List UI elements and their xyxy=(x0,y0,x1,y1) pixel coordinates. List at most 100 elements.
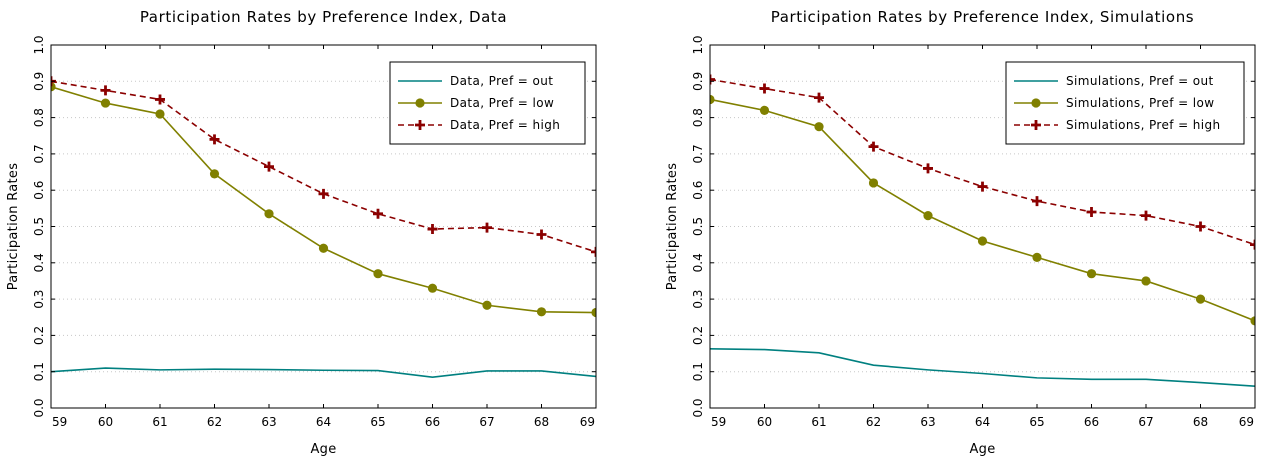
y-tick-label: 0.2 xyxy=(32,326,46,345)
legend-marker xyxy=(1031,120,1041,130)
data-point xyxy=(482,300,492,310)
data-point xyxy=(209,169,220,179)
data-point xyxy=(923,211,933,221)
data-point xyxy=(1141,210,1151,221)
data-point xyxy=(923,163,933,174)
data-point xyxy=(977,236,988,246)
series-line-1 xyxy=(710,348,1255,388)
data-point xyxy=(1141,276,1151,286)
data-point xyxy=(373,269,383,279)
data-point xyxy=(536,229,547,240)
data-point xyxy=(1086,269,1097,279)
y-tick-label: 0.6 xyxy=(691,181,705,200)
legend-label-1: Simulations, Pref = out xyxy=(1066,74,1214,88)
data-point xyxy=(710,94,715,105)
data-point xyxy=(209,134,220,145)
x-tick-label: 64 xyxy=(316,415,331,429)
x-tick-label: 65 xyxy=(370,415,385,429)
x-axis-label: Age xyxy=(969,442,995,457)
y-tick-label: 1.0 xyxy=(32,35,46,54)
x-tick-label: 61 xyxy=(811,415,826,429)
data-point xyxy=(1195,294,1206,304)
y-axis-label: Participation Rates xyxy=(665,163,680,291)
y-tick-label: 0.3 xyxy=(691,290,705,309)
x-tick-label: 64 xyxy=(975,415,990,429)
x-tick-label: 60 xyxy=(98,415,113,429)
x-tick-label: 62 xyxy=(866,415,881,429)
legend-marker xyxy=(1031,98,1041,108)
data-point xyxy=(710,74,715,85)
legend-marker xyxy=(415,98,425,108)
x-tick-label: 60 xyxy=(757,415,772,429)
y-tick-label: 1.0 xyxy=(691,35,705,54)
data-point xyxy=(100,85,111,96)
data-point xyxy=(264,209,274,219)
y-tick-label: 0.7 xyxy=(32,144,46,163)
y-tick-label: 0.4 xyxy=(32,253,46,272)
x-tick-label: 68 xyxy=(534,415,549,429)
chart-2: Participation Rates by Preference Index,… xyxy=(665,8,1256,457)
data-point xyxy=(591,246,596,257)
data-point xyxy=(868,141,879,152)
x-tick-label: 67 xyxy=(479,415,494,429)
series-line-3 xyxy=(710,78,1255,246)
series-group xyxy=(710,74,1255,388)
legend-label-3: Simulations, Pref = high xyxy=(1066,118,1221,132)
legend: Data, Pref = out Data, Pref = low Data, Pr… xyxy=(389,61,586,145)
x-tick-label: 69 xyxy=(1239,415,1254,429)
y-tick-label: 0.1 xyxy=(691,362,705,381)
series-line-3 xyxy=(51,80,596,253)
chart-1: Participation Rates by Preference Index,… xyxy=(6,8,597,457)
data-point xyxy=(318,243,329,253)
y-tick-label: 0.5 xyxy=(32,217,46,236)
data-point xyxy=(1086,206,1097,217)
data-point xyxy=(814,92,824,103)
data-point xyxy=(318,188,329,199)
x-tick-label: 63 xyxy=(261,415,276,429)
legend-label-2: Data, Pref = low xyxy=(450,96,554,110)
data-point xyxy=(814,122,824,132)
x-tick-label: 63 xyxy=(920,415,935,429)
x-tick-label: 69 xyxy=(580,415,595,429)
data-point xyxy=(155,109,165,119)
y-tick-label: 0.6 xyxy=(32,181,46,200)
data-point xyxy=(373,208,383,219)
y-tick-label: 0.5 xyxy=(691,217,705,236)
data-point xyxy=(427,283,438,293)
legend: Simulations, Pref = out Simulations, Pref… xyxy=(1005,61,1245,145)
y-tick-label: 0.7 xyxy=(691,144,705,163)
x-tick-label: 59 xyxy=(711,415,726,429)
y-tick-label: 0.0 xyxy=(691,398,705,417)
legend-label-3: Data, Pref = high xyxy=(450,118,560,132)
data-point xyxy=(759,105,770,115)
data-point xyxy=(100,98,111,108)
data-point xyxy=(977,181,988,192)
legend-label-1: Data, Pref = out xyxy=(450,74,553,88)
x-tick-label: 59 xyxy=(52,415,67,429)
y-tick-label: 0.4 xyxy=(691,253,705,272)
data-point xyxy=(482,222,492,233)
y-tick-label: 0.3 xyxy=(32,290,46,309)
data-point xyxy=(536,307,547,317)
y-tick-label: 0.8 xyxy=(691,108,705,127)
data-point xyxy=(591,307,596,318)
series-line-1 xyxy=(51,367,596,378)
chart-title: Participation Rates by Preference Index,… xyxy=(140,8,507,26)
y-tick-label: 0.2 xyxy=(691,326,705,345)
data-point xyxy=(427,224,438,235)
x-tick-label: 68 xyxy=(1193,415,1208,429)
y-tick-label: 0.0 xyxy=(32,398,46,417)
data-point xyxy=(1250,316,1255,326)
data-point xyxy=(1032,196,1042,207)
x-tick-label: 65 xyxy=(1029,415,1044,429)
y-axis-label: Participation Rates xyxy=(6,163,21,291)
x-tick-label: 66 xyxy=(425,415,440,429)
data-point xyxy=(1250,239,1255,250)
series-group xyxy=(51,76,596,378)
chart-title: Participation Rates by Preference Index,… xyxy=(771,8,1194,26)
data-point xyxy=(155,94,165,105)
legend-marker xyxy=(415,120,425,130)
data-point xyxy=(868,178,879,188)
data-point xyxy=(759,83,770,94)
